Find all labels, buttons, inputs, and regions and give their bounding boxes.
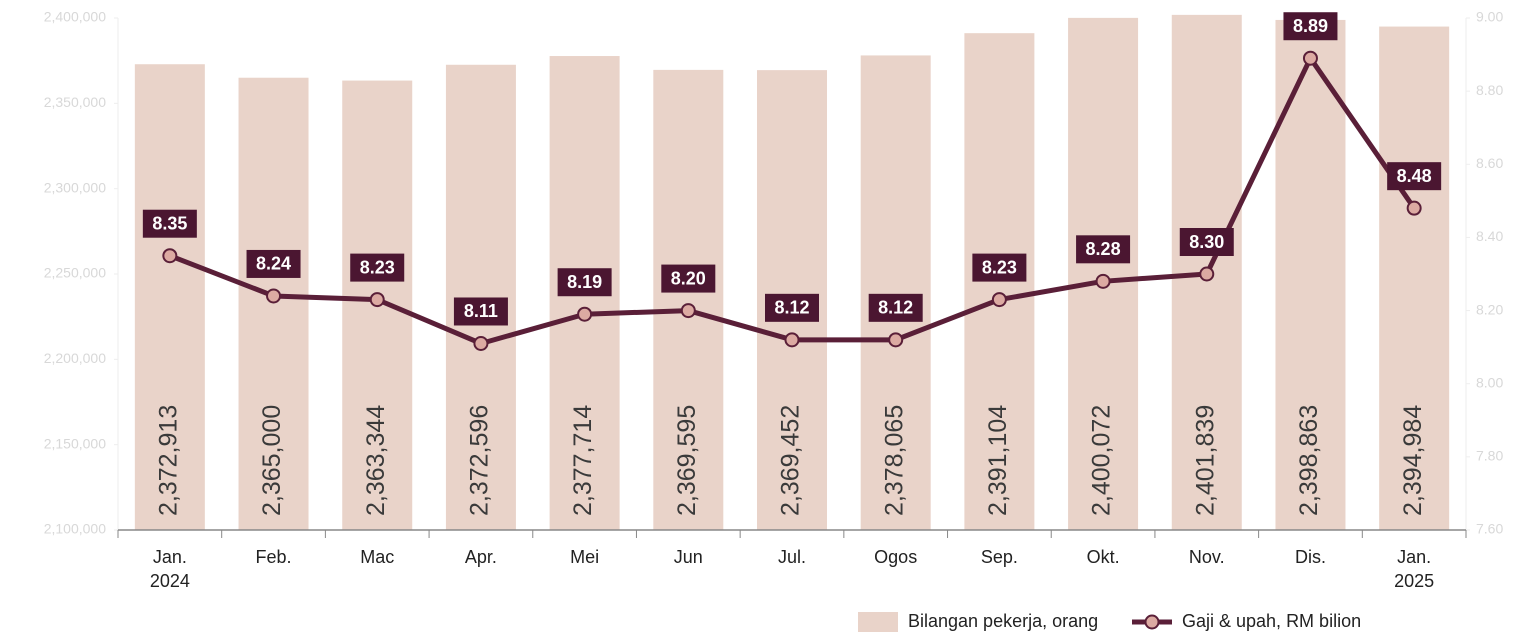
- line-label-box: [765, 293, 819, 322]
- bar-value-label: 2,372,596: [466, 405, 494, 516]
- x-tick-label: Jun: [674, 547, 703, 567]
- y2-tick-label: 7.80: [1476, 448, 1503, 464]
- bar-value-label: 2,401,839: [1191, 405, 1219, 516]
- line-label-box: [868, 293, 923, 322]
- bar: [860, 55, 931, 531]
- line-value-label: 8.23: [982, 257, 1017, 277]
- line-marker: [888, 332, 904, 348]
- line-label-box: [557, 268, 612, 297]
- bar-value-label: 2,377,714: [569, 405, 597, 516]
- line-value-label: 8.24: [256, 254, 291, 274]
- line-value-label: 8.12: [878, 298, 913, 318]
- line-label-box: [453, 297, 508, 326]
- line-marker: [1406, 200, 1422, 216]
- x-tick-label: Feb.: [256, 547, 292, 567]
- line-label-box: [350, 253, 405, 282]
- line-label-box: [246, 249, 301, 278]
- bar-value-label: 2,394,984: [1399, 405, 1427, 516]
- line-marker: [784, 332, 800, 348]
- bar-value-label: 2,369,595: [673, 405, 701, 516]
- line-label-box: [1387, 162, 1442, 191]
- line-value-label: 8.28: [1086, 239, 1121, 259]
- line-value-label: 8.19: [567, 272, 602, 292]
- line-value-label: 8.48: [1397, 166, 1432, 186]
- bar: [445, 64, 516, 530]
- bar-value-label: 2,398,863: [1295, 405, 1323, 516]
- line-label-box: [1179, 228, 1234, 256]
- line-marker: [1199, 266, 1215, 282]
- line-label-box: [1283, 12, 1338, 41]
- y2-tick-label: 8.20: [1476, 301, 1503, 317]
- line-label-box: [972, 253, 1027, 282]
- legend-label: Gaji & upah, RM bilion: [1182, 611, 1361, 631]
- y2-tick-label: 8.60: [1476, 155, 1503, 171]
- y-tick-label: 2,350,000: [44, 94, 106, 110]
- line-value-label: 8.20: [671, 268, 706, 288]
- x-tick-label: Dis.: [1295, 547, 1326, 567]
- bar-value-label: 2,400,072: [1088, 405, 1116, 516]
- x-tick-label: Jul.: [778, 547, 806, 567]
- line-value-label: 8.11: [464, 301, 498, 321]
- line-value-label: 8.89: [1293, 16, 1328, 36]
- x-tick-label: Okt.: [1087, 547, 1120, 567]
- line-label-box: [1076, 235, 1131, 264]
- x-tick-label: Ogos: [874, 547, 917, 567]
- legend-swatch: [858, 612, 898, 632]
- y-tick-label: 2,300,000: [44, 179, 106, 195]
- x-tick-label: Sep.: [981, 547, 1018, 567]
- x-tick-label: 2025: [1394, 571, 1434, 591]
- bar-value-label: 2,391,104: [984, 405, 1012, 516]
- y2-tick-label: 8.40: [1476, 228, 1503, 244]
- y-tick-label: 2,400,000: [44, 9, 106, 25]
- line-marker: [162, 248, 178, 264]
- line-value-label: 8.35: [152, 213, 187, 233]
- bar-value-label: 2,363,344: [362, 405, 390, 516]
- y2-tick-label: 8.80: [1476, 82, 1503, 98]
- x-tick-label: Apr.: [465, 547, 497, 567]
- bar: [653, 69, 724, 530]
- bar-value-label: 2,369,452: [777, 405, 805, 516]
- line-marker: [473, 335, 489, 351]
- y2-tick-label: 8.00: [1476, 374, 1503, 390]
- x-tick-label: Jan.: [153, 547, 187, 567]
- line-value-label: 8.12: [774, 298, 809, 318]
- bar-value-label: 2,365,000: [258, 405, 286, 516]
- legend-label: Bilangan pekerja, orang: [908, 611, 1098, 631]
- y2-tick-label: 9.00: [1476, 9, 1503, 25]
- bar: [134, 64, 205, 530]
- line-label-box: [661, 264, 716, 293]
- line-marker: [369, 292, 385, 308]
- line-value-label: 8.23: [360, 257, 395, 277]
- line-marker: [991, 292, 1007, 308]
- bar: [1379, 26, 1450, 531]
- line-value-label: 8.30: [1189, 232, 1224, 252]
- y2-tick-label: 7.60: [1476, 521, 1503, 537]
- y-tick-label: 2,100,000: [44, 521, 106, 537]
- x-tick-label: 2024: [150, 571, 190, 591]
- line-marker: [680, 303, 696, 319]
- y-tick-label: 2,150,000: [44, 435, 106, 451]
- x-tick-label: Mac: [360, 547, 394, 567]
- x-tick-label: Mei: [570, 547, 599, 567]
- bar: [238, 77, 309, 530]
- legend-marker: [1144, 614, 1160, 630]
- y-tick-label: 2,250,000: [44, 265, 106, 281]
- line-marker: [1302, 50, 1318, 66]
- line-label-box: [142, 209, 197, 238]
- x-tick-label: Jan.: [1397, 547, 1431, 567]
- y-tick-label: 2,200,000: [44, 350, 106, 366]
- bar-value-label: 2,372,913: [154, 405, 182, 516]
- x-tick-label: Nov.: [1189, 547, 1225, 567]
- line-marker: [266, 288, 282, 304]
- line-marker: [1095, 273, 1111, 289]
- bar-value-label: 2,378,065: [880, 405, 908, 516]
- line-marker: [577, 306, 593, 322]
